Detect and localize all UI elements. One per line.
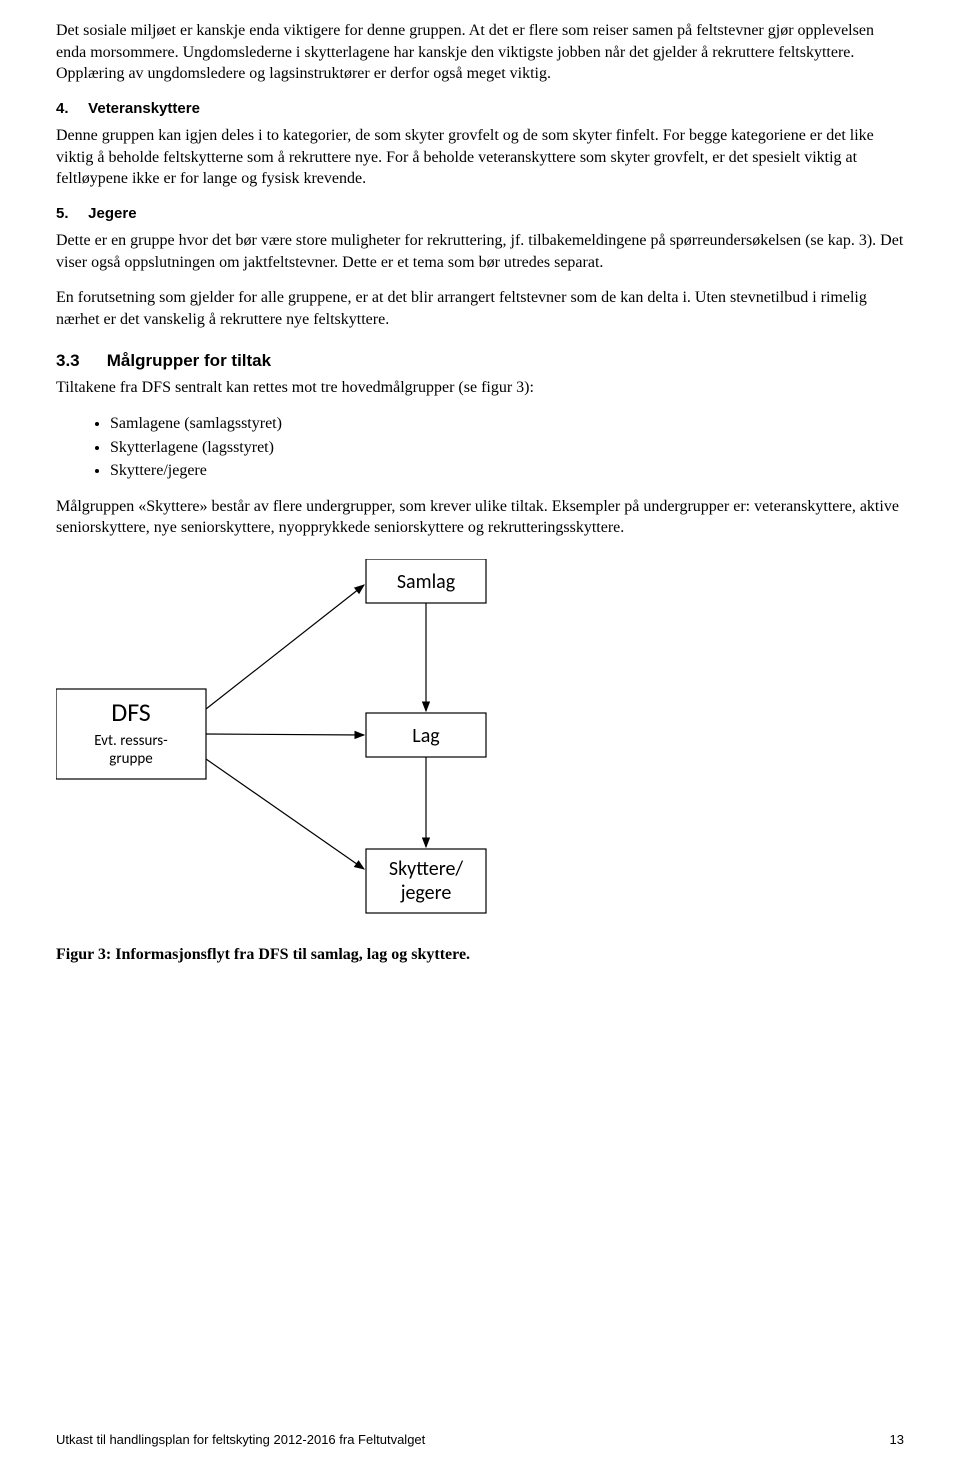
heading-5-number: 5. [56, 204, 84, 224]
section-3-3-number: 3.3 [56, 350, 102, 373]
svg-text:gruppe: gruppe [109, 750, 152, 768]
diagram-node-dfs: DFS Evt. ressurs-gruppe [56, 689, 206, 779]
page-footer: Utkast til handlingsplan for feltskyting… [56, 1431, 904, 1449]
paragraph-1: Det sosiale miljøet er kanskje enda vikt… [56, 20, 904, 85]
heading-5-jegere: 5. Jegere [56, 204, 904, 224]
diagram-node-samlag: Samlag [366, 559, 486, 603]
paragraph-4: En forutsetning som gjelder for alle gru… [56, 287, 904, 330]
figure-3-caption: Figur 3: Informasjonsflyt fra DFS til sa… [56, 944, 904, 966]
figure-3-diagram: DFS Evt. ressurs-gruppe Samlag Lag Skyttere/… [56, 559, 904, 926]
section-3-3-heading: 3.3 Målgrupper for tiltak [56, 350, 904, 373]
page-number: 13 [890, 1431, 904, 1449]
heading-4-title: Veteranskyttere [88, 100, 200, 117]
paragraph-6: Målgruppen «Skyttere» består av flere un… [56, 496, 904, 539]
heading-4-veteranskyttere: 4. Veteranskyttere [56, 99, 904, 119]
section-3-3-title: Målgrupper for tiltak [107, 351, 271, 370]
svg-text:Evt. ressurs-: Evt. ressurs- [94, 732, 168, 750]
svg-text:Lag: Lag [412, 724, 440, 748]
paragraph-5: Tiltakene fra DFS sentralt kan rettes mo… [56, 377, 904, 399]
list-item: Samlagene (samlagsstyret) [110, 413, 904, 435]
heading-5-title: Jegere [88, 205, 136, 222]
paragraph-2: Denne gruppen kan igjen deles i to kateg… [56, 125, 904, 190]
list-item: Skyttere/jegere [110, 460, 904, 482]
svg-text:DFS: DFS [111, 696, 151, 728]
diagram-edge [206, 734, 364, 735]
diagram-node-lag: Lag [366, 713, 486, 757]
diagram-edge [206, 585, 364, 709]
list-item: Skytterlagene (lagsstyret) [110, 437, 904, 459]
svg-text:Samlag: Samlag [397, 570, 456, 594]
diagram-node-skyttere: Skyttere/jegere [366, 849, 486, 913]
diagram-edge [206, 759, 364, 869]
svg-text:Skyttere/: Skyttere/ [389, 857, 464, 881]
footer-text: Utkast til handlingsplan for feltskyting… [56, 1431, 425, 1449]
svg-text:jegere: jegere [400, 881, 452, 905]
heading-4-number: 4. [56, 99, 84, 119]
target-groups-list: Samlagene (samlagsstyret) Skytterlagene … [56, 413, 904, 482]
flow-diagram-svg: DFS Evt. ressurs-gruppe Samlag Lag Skyttere/… [56, 559, 586, 919]
paragraph-3: Dette er en gruppe hvor det bør være sto… [56, 230, 904, 273]
